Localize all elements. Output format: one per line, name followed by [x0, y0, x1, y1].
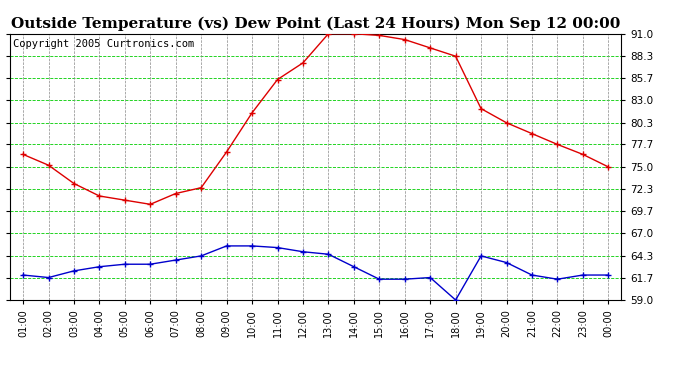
Text: Copyright 2005 Curtronics.com: Copyright 2005 Curtronics.com — [13, 39, 195, 49]
Title: Outside Temperature (vs) Dew Point (Last 24 Hours) Mon Sep 12 00:00: Outside Temperature (vs) Dew Point (Last… — [11, 17, 620, 31]
